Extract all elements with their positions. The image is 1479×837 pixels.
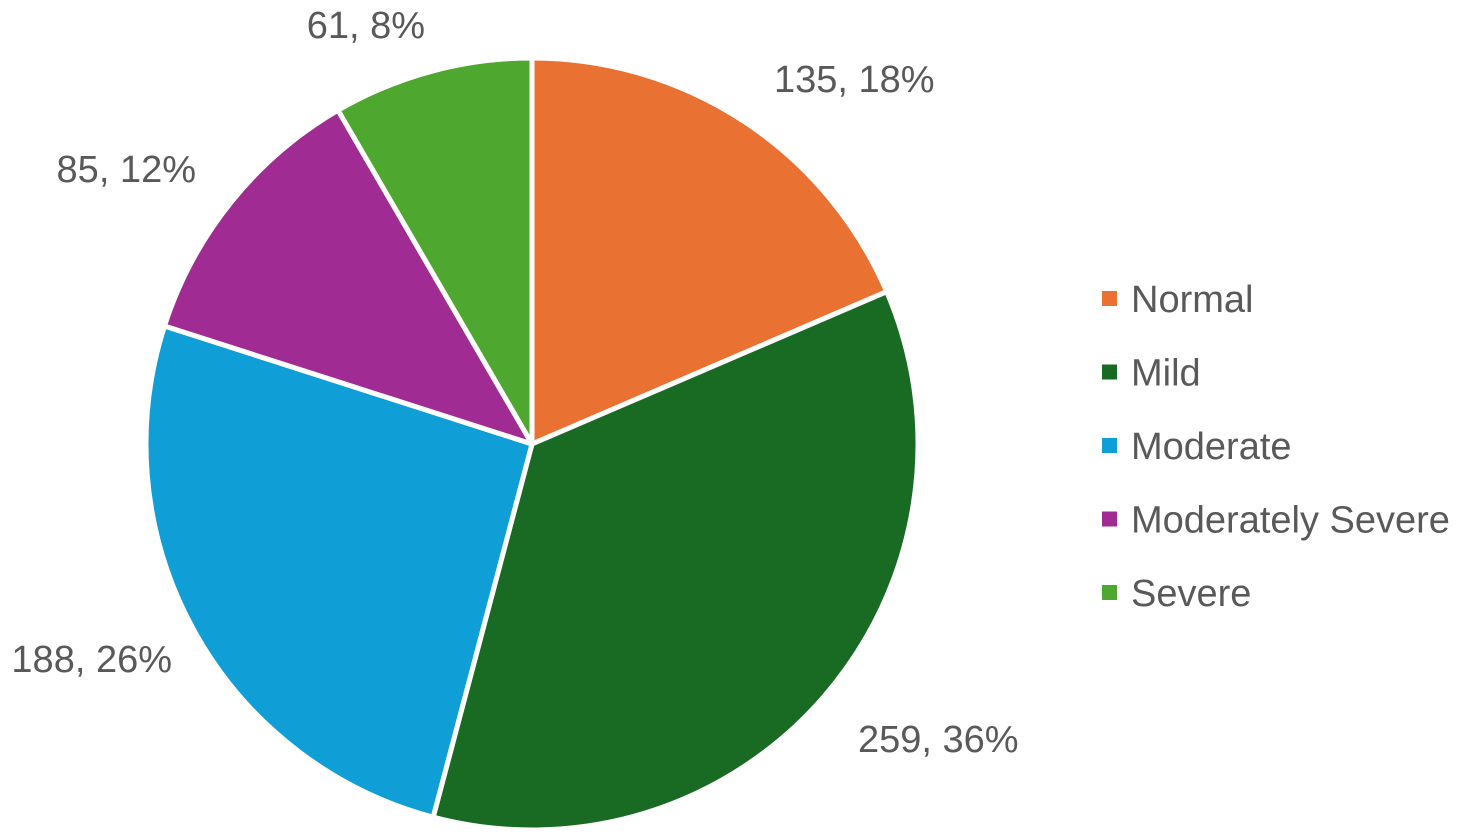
pie-slice-mild [430, 289, 921, 833]
legend-item-moderately-severe: Moderately Severe [1102, 500, 1450, 542]
pie-slice-moderate [143, 323, 535, 820]
pie-slice-moderately-severe [161, 107, 535, 447]
legend-label-moderate: Moderate [1131, 426, 1292, 468]
legend-item-normal: Normal [1102, 279, 1253, 321]
data-label-mild: 259, 36% [858, 719, 1019, 761]
legend-swatch-normal [1102, 291, 1117, 306]
legend-label-moderately-severe: Moderately Severe [1131, 500, 1450, 542]
legend-label-normal: Normal [1131, 279, 1253, 321]
data-labels: 135, 18% 259, 36% 188, 26% 85, 12% 61, 8% [11, 5, 1018, 761]
legend: Normal Mild Moderate Moderately Severe Sever… [1102, 279, 1450, 615]
legend-label-severe: Severe [1131, 573, 1251, 615]
legend-swatch-severe [1102, 585, 1117, 600]
data-label-moderate: 188, 26% [11, 639, 172, 681]
legend-item-moderate: Moderate [1102, 426, 1292, 468]
pie-slice-normal [529, 55, 890, 447]
legend-item-mild: Mild [1102, 353, 1201, 395]
data-label-normal: 135, 18% [774, 59, 935, 101]
legend-item-severe: Severe [1102, 573, 1251, 615]
data-label-severe: 61, 8% [307, 5, 425, 47]
data-label-moderately-severe: 85, 12% [57, 149, 196, 191]
pie-slice-severe [335, 55, 535, 447]
pie-slices [143, 55, 921, 833]
legend-swatch-mild [1102, 364, 1117, 380]
legend-label-mild: Mild [1131, 353, 1201, 395]
legend-swatch-moderately-severe [1102, 511, 1117, 527]
legend-swatch-moderate [1102, 438, 1117, 453]
